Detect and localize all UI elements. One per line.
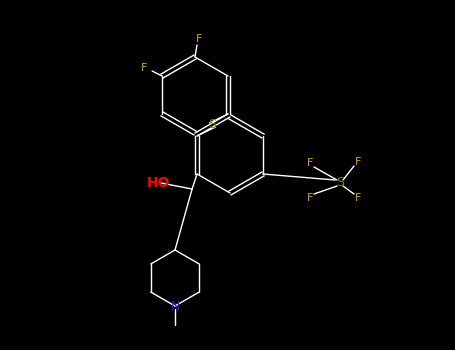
Text: F: F [355, 157, 361, 167]
Text: F: F [307, 158, 313, 168]
Text: F: F [196, 34, 202, 44]
Text: F: F [307, 193, 313, 203]
Text: S: S [336, 176, 344, 189]
Text: HO: HO [147, 176, 171, 190]
Text: N: N [170, 300, 180, 313]
Text: S: S [208, 119, 217, 132]
Text: F: F [141, 63, 147, 73]
Text: F: F [355, 193, 361, 203]
